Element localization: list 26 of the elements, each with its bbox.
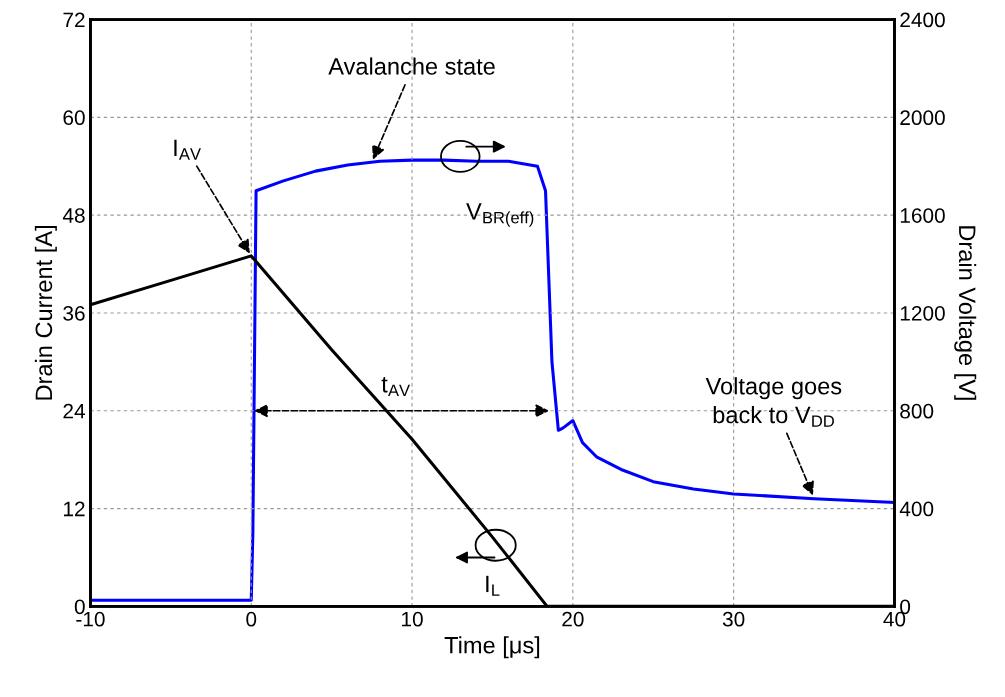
- y-tick-label: 36: [63, 305, 85, 321]
- annotation: t$_{AV}$: [381, 377, 410, 397]
- x-tick-label: 0: [246, 611, 257, 627]
- y2-tick-label: 800: [900, 403, 934, 419]
- y-tick-label: 12: [64, 501, 85, 517]
- annotation: I$_{L}$: [486, 575, 500, 596]
- y-tick-label: 72: [63, 12, 85, 28]
- x-tick-label: 30: [722, 611, 745, 627]
- y-tick-label: 60: [63, 110, 85, 126]
- y2-tick-label: 400: [899, 501, 934, 517]
- y2-tick-label: 1600: [900, 208, 945, 223]
- annotation: I$_{AV}$: [174, 139, 201, 160]
- annotation: Voltage goes back to V$_{DD}$: [705, 377, 842, 427]
- annotation: Avalanche state: [328, 57, 495, 75]
- y-axis-title: Drain Current [A]: [34, 226, 57, 400]
- y-tick-label: 24: [63, 403, 85, 419]
- y2-tick-label: 1200: [900, 305, 945, 321]
- y2-tick-label: 2400: [900, 12, 945, 28]
- x-tick-label: 10: [402, 611, 423, 627]
- y2-axis-title: Drain Voltage [V]: [954, 226, 977, 400]
- x-tick-label: 20: [562, 611, 584, 627]
- y-tick-label: 48: [62, 208, 85, 223]
- y2-tick-label: 2000: [900, 110, 945, 126]
- annotation: V$_{BR(eff)}$: [466, 203, 534, 227]
- x-axis-title: Time [μs]: [444, 636, 540, 659]
- line-series: [90, 158, 895, 602]
